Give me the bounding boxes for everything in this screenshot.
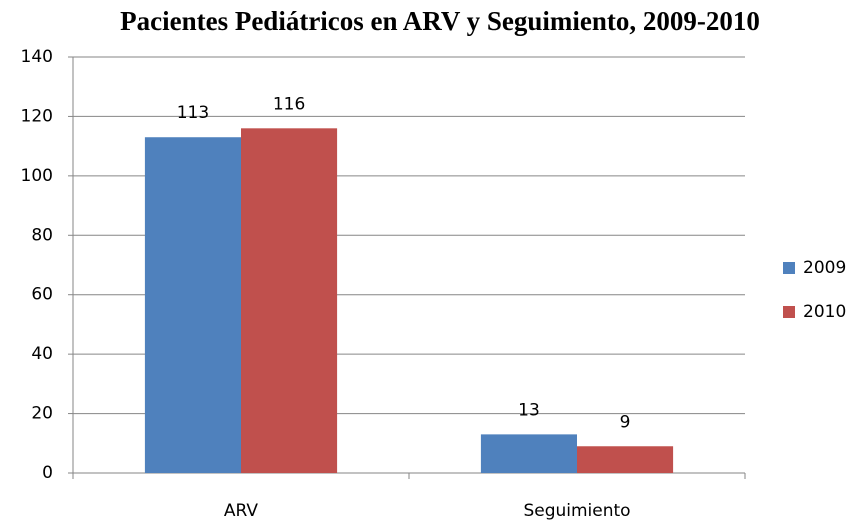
- bar: [577, 446, 674, 473]
- bar: [241, 128, 338, 474]
- legend-label: 2009: [803, 258, 846, 278]
- legend-swatch: [783, 306, 795, 318]
- data-label: 9: [620, 412, 631, 432]
- legend-label: 2010: [803, 302, 846, 322]
- y-tick-label: 100: [21, 166, 53, 186]
- x-tick-label: Seguimiento: [523, 501, 630, 521]
- y-tick-label: 80: [31, 225, 53, 245]
- chart-title: Pacientes Pediátricos en ARV y Seguimien…: [120, 6, 760, 36]
- bar: [480, 434, 577, 473]
- data-label: 116: [273, 94, 305, 114]
- y-tick-label: 0: [42, 463, 53, 483]
- y-tick-label: 140: [21, 47, 53, 67]
- y-tick-label: 20: [31, 404, 53, 424]
- bar: [144, 137, 241, 473]
- data-label: 13: [518, 400, 540, 420]
- y-tick-label: 40: [31, 344, 53, 364]
- x-tick-label: ARV: [224, 501, 259, 521]
- y-tick-label: 60: [31, 285, 53, 305]
- legend-swatch: [783, 262, 795, 274]
- y-tick-label: 120: [21, 106, 53, 126]
- data-label: 113: [177, 103, 209, 123]
